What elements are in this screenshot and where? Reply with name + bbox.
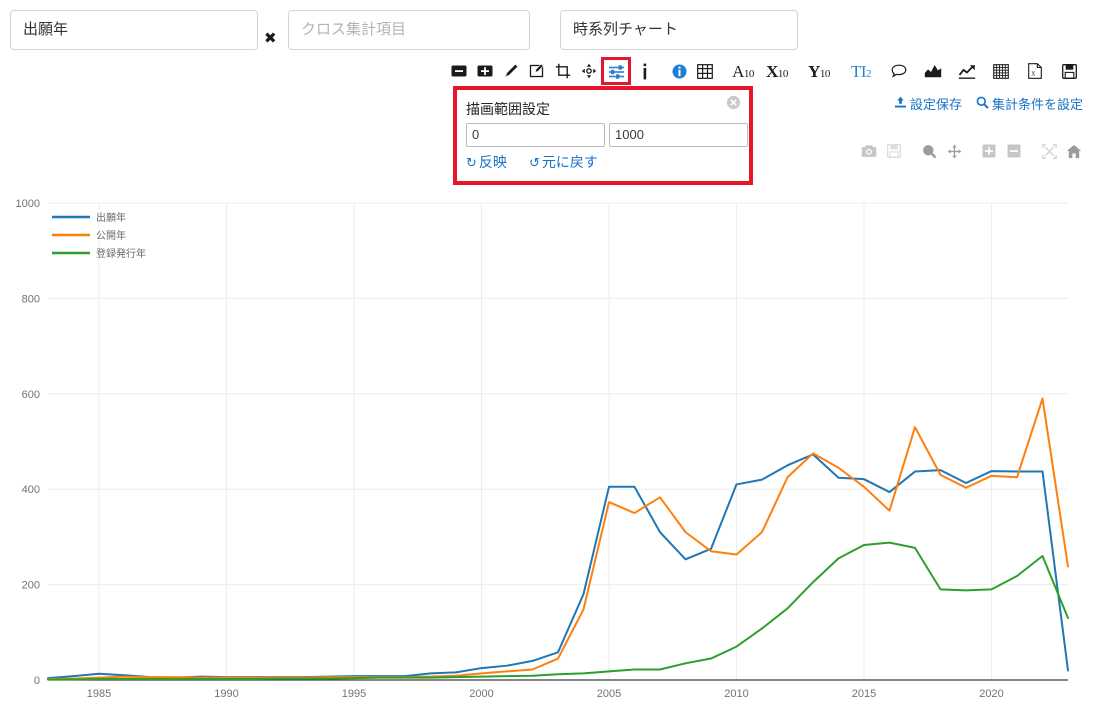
pencil-icon[interactable] <box>500 61 522 81</box>
title-number: 2 <box>866 68 871 80</box>
y-tick-label: 400 <box>22 484 40 496</box>
timeseries-chart[interactable]: 0 200 400 600 800 1000 1985 1990 1995 2000 2005 201… <box>0 186 1095 710</box>
axis-primary-select[interactable]: 出願年 <box>10 10 258 50</box>
apply-range-label: 反映 <box>479 154 507 170</box>
reset-range-label: 元に戻す <box>542 154 598 170</box>
x-tick-label: 1985 <box>87 688 111 700</box>
reset-range-link[interactable]: ↺元に戻す <box>529 152 598 172</box>
minus-box-icon[interactable] <box>448 61 470 81</box>
download-camera-icon[interactable] <box>858 140 880 162</box>
range-max-input[interactable]: 1000 <box>609 123 748 147</box>
x-tick-label: 1990 <box>214 688 238 700</box>
edit-square-icon[interactable] <box>526 61 548 81</box>
save-disk-icon[interactable] <box>1058 61 1080 81</box>
area-chart-icon[interactable] <box>922 61 944 81</box>
apply-range-link[interactable]: ↻反映 <box>466 152 507 172</box>
y-axis-font-icon[interactable]: Y10 <box>804 61 834 81</box>
y-tick-label: 200 <box>22 580 40 592</box>
table-grid-icon[interactable] <box>694 61 716 81</box>
save-settings-label: 設定保存 <box>910 94 962 113</box>
y-tick-label: 800 <box>22 293 40 305</box>
excel-export-icon[interactable]: x <box>1024 61 1046 81</box>
popup-title: 描画範囲設定 <box>466 99 550 119</box>
undo-icon: ↺ <box>529 155 540 170</box>
refresh-icon: ↻ <box>466 155 477 170</box>
selector-row: 出願年 ✖ クロス集計項目 時系列チャート <box>0 10 1095 52</box>
set-aggregation-link[interactable]: 集計条件を設定 <box>976 94 1083 113</box>
info-italic-icon[interactable] <box>634 61 656 81</box>
save-disk-icon[interactable] <box>883 140 905 162</box>
zoom-magnifier-icon[interactable] <box>918 140 940 162</box>
pan-move-icon[interactable] <box>943 140 965 162</box>
autoscale-icon[interactable] <box>1038 140 1060 162</box>
set-aggregation-label: 集計条件を設定 <box>992 94 1083 113</box>
chart-action-links: 設定保存 集計条件を設定 <box>880 94 1083 113</box>
title-font-icon[interactable]: TI2 <box>846 61 876 81</box>
y-tick-label: 600 <box>22 389 40 401</box>
save-settings-link[interactable]: 設定保存 <box>894 94 962 113</box>
upload-icon <box>894 96 910 112</box>
x-tick-label: 1995 <box>342 688 366 700</box>
range-min-input[interactable]: 0 <box>466 123 605 147</box>
title-letters: TI <box>851 62 866 81</box>
font-size-icon[interactable]: A10 <box>728 61 758 81</box>
chart-canvas[interactable]: 0 200 400 600 800 1000 1985 1990 1995 2000 2005 201… <box>0 186 1095 710</box>
search-icon <box>976 96 992 112</box>
draw-range-popup: 描画範囲設定 0 1000 ↻反映 ↺元に戻す <box>453 86 753 185</box>
x-axis-letter: X <box>766 62 778 81</box>
zoom-in-icon[interactable] <box>978 140 1000 162</box>
reset-home-icon[interactable] <box>1063 140 1085 162</box>
svg-text:x: x <box>1031 69 1035 78</box>
font-size-letter: A <box>732 62 744 81</box>
info-circle-icon[interactable] <box>668 61 690 81</box>
y-tick-label: 1000 <box>16 198 40 210</box>
legend-label-3[interactable]: 登録発行年 <box>96 247 146 260</box>
x-tick-label: 2015 <box>852 688 876 700</box>
comment-bubble-icon[interactable] <box>888 61 910 81</box>
x-tick-label: 2000 <box>469 688 493 700</box>
series-line-1[interactable] <box>48 454 1068 678</box>
font-size-number: 10 <box>744 68 754 80</box>
x-tick-label: 2010 <box>724 688 748 700</box>
x-tick-label: 2005 <box>597 688 621 700</box>
zoom-out-icon[interactable] <box>1003 140 1025 162</box>
line-chart-icon[interactable] <box>956 61 978 81</box>
series-line-2[interactable] <box>48 399 1068 679</box>
x-tick-label: 2020 <box>979 688 1003 700</box>
y-axis-letter: Y <box>808 62 820 81</box>
legend-label-1[interactable]: 出願年 <box>96 211 126 224</box>
close-icon[interactable] <box>726 95 741 110</box>
sliders-range-icon[interactable] <box>604 60 628 82</box>
y-axis-number: 10 <box>820 68 830 80</box>
crop-icon[interactable] <box>552 61 574 81</box>
chart-toolbar: A10 X10 Y10 TI2 x <box>448 60 1095 82</box>
legend-label-2[interactable]: 公開年 <box>96 229 126 242</box>
cross-multiply-icon: ✖ <box>264 31 277 46</box>
chart-type-select[interactable]: 時系列チャート <box>560 10 798 50</box>
app-root: 出願年 ✖ クロス集計項目 時系列チャート <box>0 0 1095 710</box>
plot-modebar <box>855 140 1085 162</box>
y-tick-label: 0 <box>34 675 40 687</box>
plus-box-icon[interactable] <box>474 61 496 81</box>
cross-axis-select[interactable]: クロス集計項目 <box>288 10 530 50</box>
spreadsheet-icon[interactable] <box>990 61 1012 81</box>
x-axis-font-icon[interactable]: X10 <box>762 61 792 81</box>
move-arrows-icon[interactable] <box>578 61 600 81</box>
x-axis-number: 10 <box>778 68 788 80</box>
